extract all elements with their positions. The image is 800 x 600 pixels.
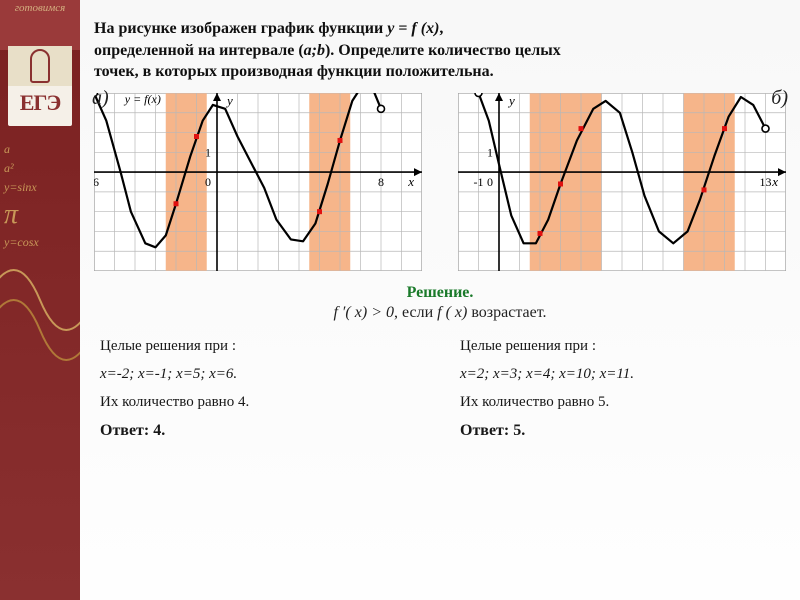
formula-rhs: f ( x) <box>437 304 467 321</box>
title-text: определенной на интервале ( <box>94 42 304 59</box>
chart-b: yx1-1130y = f(x) <box>458 93 786 271</box>
svg-text:0: 0 <box>205 175 211 189</box>
sidebar-curve-decor <box>0 200 90 400</box>
answer-col-b: Целые решения при : х=2; х=3; х=4; х=10;… <box>460 330 780 448</box>
formula-row: f ′( x) > 0, если f ( x) возрастает. <box>94 304 786 322</box>
answer-a-line: Их количество равно 4. <box>100 390 420 414</box>
math-line: a <box>0 140 80 159</box>
math-line: a² <box>0 159 80 178</box>
formula-mid: , если <box>394 304 437 321</box>
title-text: ). Определите количество целых <box>325 42 561 59</box>
answers-row: Целые решения при : х=-2; х=-1; х=5; х=6… <box>94 330 786 448</box>
svg-text:13: 13 <box>760 175 772 189</box>
title-interval: a;b <box>304 42 325 59</box>
answer-a-line: Целые решения при : <box>100 334 420 358</box>
logo-icon-bg <box>8 46 72 86</box>
variant-b-label: б) <box>771 87 788 110</box>
graph-a-block: y x 1 -6 8 0 y = f(x) <box>94 93 422 276</box>
svg-text:y: y <box>507 93 515 108</box>
formula-lhs: f ′( x) > 0 <box>333 304 394 321</box>
sidebar-top-text: готовимся <box>0 0 80 50</box>
ege-logo: ЕГЭ <box>8 46 72 126</box>
answer-a-final: Ответ: 4. <box>100 418 420 444</box>
svg-text:y: y <box>225 93 233 108</box>
svg-text:-6: -6 <box>94 175 99 189</box>
title-text: На рисунке изображен график функции <box>94 20 387 37</box>
content-panel: На рисунке изображен график функции y = … <box>80 0 800 600</box>
svg-text:1: 1 <box>205 145 211 159</box>
svg-text:1: 1 <box>487 145 493 159</box>
answer-b-line: Целые решения при : <box>460 334 780 358</box>
svg-text:0: 0 <box>487 175 493 189</box>
answer-b-final: Ответ: 5. <box>460 418 780 444</box>
title-fn: y = f (x) <box>387 20 439 37</box>
door-icon <box>30 49 50 83</box>
svg-text:-1: -1 <box>474 175 484 189</box>
svg-text:x: x <box>407 174 414 189</box>
answer-a-line: х=-2; х=-1; х=5; х=6. <box>100 362 420 386</box>
title-text: точек, в которых производная функции пол… <box>94 63 494 80</box>
answer-b-line: х=2; х=3; х=4; х=10; х=11. <box>460 362 780 386</box>
svg-text:y = f(x): y = f(x) <box>124 93 161 106</box>
answer-col-a: Целые решения при : х=-2; х=-1; х=5; х=6… <box>100 330 420 448</box>
logo-text: ЕГЭ <box>8 86 72 116</box>
answer-b-line: Их количество равно 5. <box>460 390 780 414</box>
svg-text:8: 8 <box>378 175 384 189</box>
chart-a: y x 1 -6 8 0 y = f(x) <box>94 93 422 271</box>
graph-b-block: yx1-1130y = f(x) <box>458 93 786 276</box>
svg-text:x: x <box>771 174 778 189</box>
math-line: y=sinx <box>0 178 80 197</box>
problem-title: На рисунке изображен график функции y = … <box>94 18 786 83</box>
solution-label: Решение. <box>94 284 786 302</box>
formula-tail: возрастает. <box>467 304 546 321</box>
title-text: , <box>439 20 443 37</box>
graphs-row: а) yx1-680y = f(x) yx1-1130y = f(x) б) <box>94 93 786 276</box>
variant-a-label: а) <box>92 87 109 110</box>
sidebar: готовимся ЕГЭ a a² y=sinx π y=cosx <box>0 0 80 600</box>
